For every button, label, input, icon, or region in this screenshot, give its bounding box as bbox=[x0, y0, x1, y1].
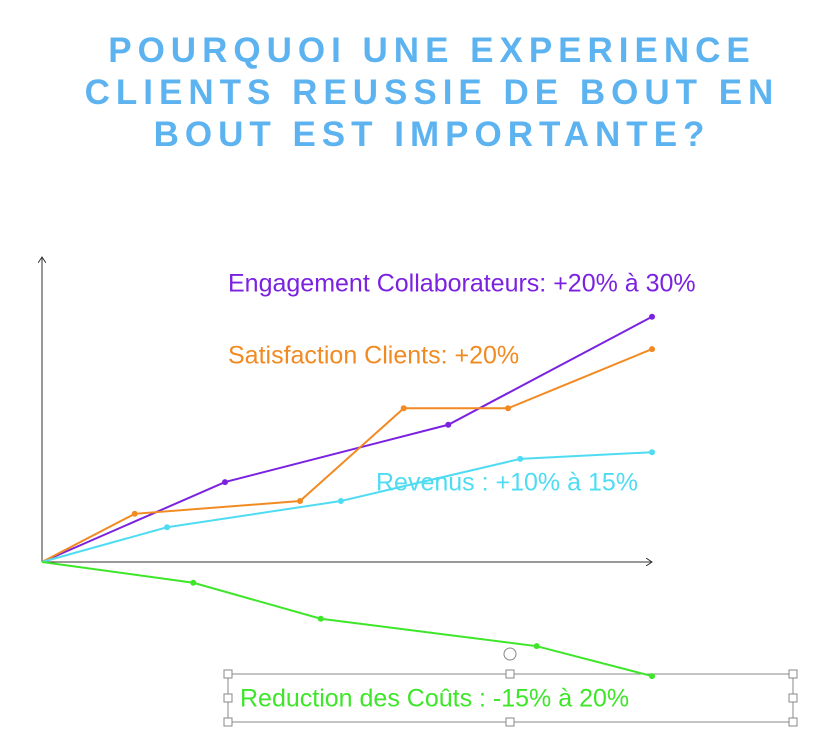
point bbox=[297, 498, 304, 504]
point bbox=[317, 615, 324, 622]
point bbox=[190, 579, 197, 586]
series-label: Reduction des Coûts : -15% à 20% bbox=[240, 685, 629, 713]
series-label: Revenus : +10% à 15% bbox=[376, 469, 638, 497]
series-line bbox=[41, 561, 653, 678]
point bbox=[649, 313, 655, 320]
point bbox=[533, 643, 540, 650]
series-label: Satisfaction Clients: +20% bbox=[228, 342, 519, 370]
chart-title: POURQUOI UNE EXPERIENCE CLIENTS REUSSIE … bbox=[84, 31, 780, 154]
point bbox=[649, 673, 655, 680]
series-line bbox=[41, 348, 653, 563]
series-label: Engagement Collaborateurs: +20% à 30% bbox=[228, 270, 696, 298]
point bbox=[222, 479, 228, 486]
point bbox=[337, 498, 344, 504]
point bbox=[649, 449, 655, 456]
point bbox=[517, 455, 524, 462]
point bbox=[164, 524, 171, 531]
selection-box[interactable] bbox=[223, 647, 798, 727]
point bbox=[131, 510, 138, 517]
point bbox=[400, 405, 407, 412]
point bbox=[505, 405, 512, 412]
point bbox=[445, 421, 452, 428]
series-line bbox=[41, 315, 653, 563]
point bbox=[649, 346, 655, 353]
